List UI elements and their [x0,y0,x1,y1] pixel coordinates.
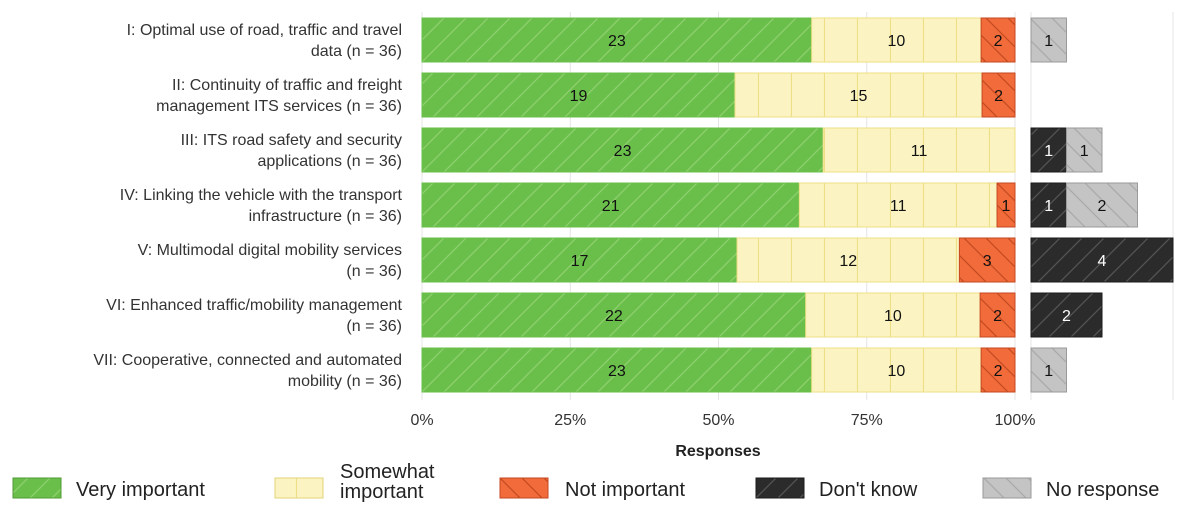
category-label-6: VI: Enhanced traffic/mobility management… [106,297,402,335]
bar-somewhat-important-6 [805,292,981,338]
legend-swatch-1 [12,477,62,499]
category-label-2-line-2: management ITS services (n = 36) [156,98,402,115]
data-label-very-important-3: 23 [614,143,632,160]
bar-not-important-1 [980,17,1016,63]
side-bar-no-response-7 [1030,347,1067,393]
x-axis-title: Responses [675,443,760,460]
data-label-somewhat-important-3: 11 [911,143,928,160]
side-label-no-response-3: 1 [1080,143,1089,160]
category-label-5: V: Multimodal digital mobility services (… [138,242,402,280]
bar-not-important-6 [979,292,1016,338]
category-label-3-line-2: applications (n = 36) [257,153,402,170]
side-bar-no-response-1 [1030,17,1067,63]
bar-very-important-7 [421,347,813,393]
bar-not-important-7 [980,347,1016,393]
data-label-very-important-5: 17 [571,253,589,270]
data-label-very-important-7: 23 [608,363,626,380]
legend-swatch-3 [499,477,549,499]
category-label-1-line-1: I: Optimal use of road, traffic and trav… [127,22,402,39]
legend-label-not-important: Not important [565,479,685,501]
side-label-no-response-4: 2 [1098,198,1107,215]
side-bar-don-t-know-6 [1030,292,1103,338]
category-label-1: I: Optimal use of road, traffic and trav… [127,22,402,60]
category-labels: I: Optimal use of road, traffic and trav… [93,22,402,390]
legend-swatch-2 [274,477,324,499]
data-label-very-important-6: 22 [605,308,623,325]
bar-not-important-5 [958,237,1016,283]
x-tick-75: 75% [851,412,883,429]
data-label-somewhat-important-1: 10 [888,33,906,50]
data-label-not-important-2: 2 [994,88,1003,105]
bar-very-important-1 [421,17,813,63]
data-label-not-important-4: 1 [1002,198,1011,215]
data-label-not-important-6: 2 [993,308,1002,325]
legend: Very important Somewhat important Not impor… [12,461,1159,503]
bar-very-important-4 [421,182,800,228]
x-tick-labels: 0% 25% 50% 75% 100% [410,412,1035,429]
category-label-7-line-2: mobility (n = 36) [288,373,402,390]
data-label-not-important-7: 2 [994,363,1003,380]
data-label-somewhat-important-5: 12 [839,253,857,270]
legend-swatch-5 [982,477,1032,499]
data-label-somewhat-important-2: 15 [850,88,868,105]
side-label-don-t-know-5: 4 [1098,253,1107,270]
bar-not-important-2 [981,72,1016,118]
bar-very-important-5 [421,237,738,283]
side-bars: 1 1 1 1 2 4 2 1 [1030,17,1174,393]
data-label-not-important-5: 3 [983,253,992,270]
category-label-1-line-2: data (n = 36) [311,43,402,60]
legend-label-somewhat-important-line-2: important [340,481,424,503]
legend-label-very-important: Very important [76,479,205,501]
x-tick-100: 100% [995,412,1036,429]
x-tick-25: 25% [554,412,586,429]
side-bar-no-response-4 [1066,182,1138,228]
data-label-very-important-2: 19 [570,88,588,105]
data-label-somewhat-important-7: 10 [888,363,906,380]
bar-somewhat-important-2 [734,72,983,118]
category-label-3: III: ITS road safety and security applica… [181,132,402,170]
x-tick-0: 0% [410,412,433,429]
data-label-not-important-1: 2 [994,33,1003,50]
bar-somewhat-important-5 [736,237,960,283]
category-label-4: IV: Linking the vehicle with the transpo… [120,187,403,225]
legend-label-somewhat-important: Somewhat important [340,461,435,503]
category-label-2-line-1: II: Continuity of traffic and freight [172,77,403,94]
side-bar-don-t-know-3 [1030,127,1067,173]
category-label-4-line-2: infrastructure (n = 36) [249,208,402,225]
bar-somewhat-important-7 [811,347,982,393]
legend-label-no-response: No response [1046,479,1159,501]
side-label-don-t-know-6: 2 [1062,308,1071,325]
side-label-no-response-7: 1 [1044,363,1053,380]
side-bar-don-t-know-5 [1030,237,1174,283]
data-label-very-important-4: 21 [602,198,620,215]
category-label-6-line-2: (n = 36) [346,318,402,335]
data-label-somewhat-important-4: 11 [890,198,907,215]
bar-not-important-4 [996,182,1016,228]
category-label-3-line-1: III: ITS road safety and security [181,132,402,149]
data-label-somewhat-important-6: 10 [884,308,902,325]
side-label-don-t-know-4: 1 [1044,198,1053,215]
category-label-5-line-1: V: Multimodal digital mobility services [138,242,402,259]
category-label-7-line-1: VII: Cooperative, connected and automate… [93,352,402,369]
side-label-no-response-1: 1 [1044,33,1053,50]
legend-swatch-4 [755,477,805,499]
data-label-very-important-1: 23 [608,33,626,50]
x-tick-50: 50% [702,412,734,429]
bar-very-important-6 [421,292,807,338]
category-label-6-line-1: VI: Enhanced traffic/mobility management [106,297,402,314]
category-label-5-line-2: (n = 36) [346,263,402,280]
bar-somewhat-important-1 [811,17,982,63]
category-label-7: VII: Cooperative, connected and automate… [93,352,402,390]
bar-somewhat-important-3 [822,127,1016,173]
side-label-don-t-know-3: 1 [1044,143,1053,160]
side-bar-no-response-3 [1066,127,1103,173]
legend-label-somewhat-important-line-1: Somewhat [340,461,435,483]
category-label-2: II: Continuity of traffic and freight man… [156,77,402,115]
category-label-4-line-1: IV: Linking the vehicle with the transpo… [120,187,403,204]
legend-label-don-t-know: Don't know [819,479,918,501]
bar-very-important-2 [421,72,736,118]
